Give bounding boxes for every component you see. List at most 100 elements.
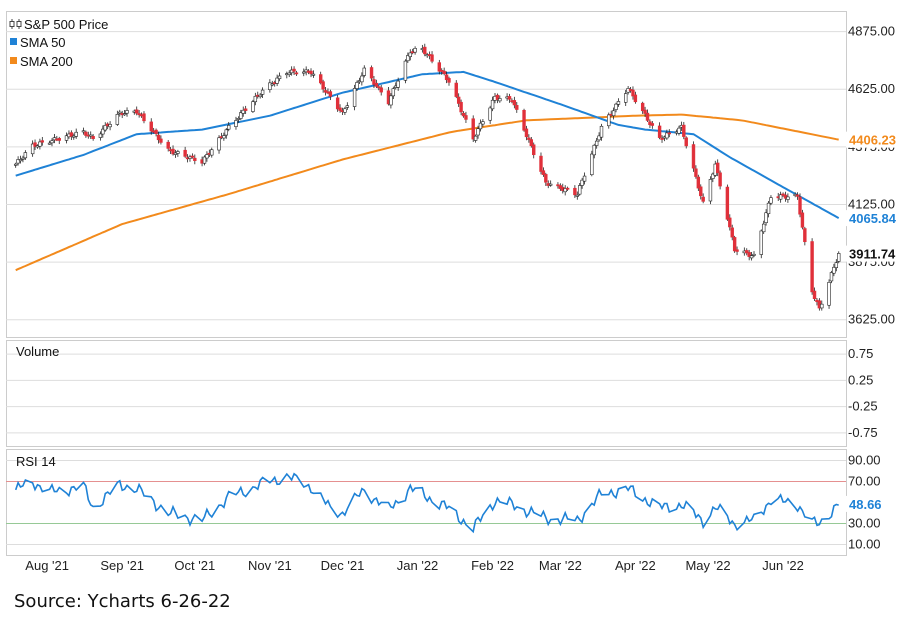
- price-candle: [343, 106, 347, 115]
- price-candle: [108, 121, 112, 131]
- price-candle: [575, 191, 579, 200]
- price-candle: [798, 193, 802, 218]
- price-candle: [764, 209, 768, 226]
- price-candle: [657, 122, 662, 140]
- price-y-tick-label: 4625.00: [848, 81, 895, 96]
- price-candle: [321, 79, 325, 93]
- price-candle: [236, 116, 241, 123]
- legend-price-label: S&P 500 Price: [24, 17, 108, 32]
- price-candle: [154, 128, 158, 137]
- price-candle: [590, 150, 594, 177]
- price-candle: [239, 109, 243, 121]
- price-candle: [389, 93, 393, 109]
- price-candle: [498, 95, 502, 103]
- x-tick-label: Nov '21: [248, 558, 292, 573]
- price-candle: [580, 177, 584, 189]
- price-candle: [258, 93, 262, 99]
- x-tick-label: Aug '21: [25, 558, 69, 573]
- x-tick-label: Mar '22: [539, 558, 582, 573]
- svg-text:4065.84: 4065.84: [849, 211, 897, 226]
- price-candle: [115, 110, 120, 126]
- price-candle: [156, 131, 161, 144]
- rsi-line: [14, 472, 839, 534]
- price-candle: [573, 185, 577, 198]
- price-candle: [89, 131, 93, 139]
- price-candle: [614, 102, 618, 113]
- price-candle: [691, 141, 696, 172]
- price-y-tick-label: 4125.00: [848, 196, 895, 211]
- legend-sma50-swatch: [10, 38, 17, 45]
- legend-sma200-label: SMA 200: [20, 54, 73, 69]
- price-candle: [251, 99, 255, 114]
- price-candle: [461, 111, 466, 118]
- volume-y-tick-label: -0.25: [848, 399, 878, 414]
- price-candle: [677, 125, 681, 136]
- price-candle: [270, 80, 274, 87]
- price-candle: [23, 150, 28, 160]
- price-candle: [360, 72, 364, 86]
- price-candle: [749, 252, 754, 261]
- price-candle: [527, 134, 531, 143]
- price-candle: [478, 119, 483, 132]
- price-candle: [476, 125, 480, 139]
- price-candle: [159, 135, 163, 145]
- price-candle: [171, 145, 175, 156]
- price-candle: [541, 167, 546, 177]
- price-candle: [21, 155, 25, 163]
- price-candle: [524, 125, 529, 141]
- price-candle: [645, 109, 650, 122]
- svg-text:3911.74: 3911.74: [849, 247, 896, 262]
- price-candle: [355, 80, 359, 91]
- price-candle: [616, 98, 621, 107]
- sma200-last-value-badge: 4406.23: [846, 131, 900, 148]
- volume-panel-title: Volume: [16, 344, 59, 359]
- price-candle: [166, 140, 170, 152]
- price-candle: [362, 65, 366, 78]
- price-candle: [372, 76, 376, 88]
- price-candle: [442, 67, 446, 76]
- price-candle: [345, 102, 350, 110]
- price-candle: [335, 94, 340, 112]
- price-legend: S&P 500 Price SMA 50 SMA 200: [9, 17, 108, 69]
- price-candle: [379, 84, 383, 96]
- price-candle: [682, 121, 686, 140]
- price-candle: [684, 136, 688, 149]
- price-candle: [309, 68, 313, 78]
- svg-text:48.66: 48.66: [849, 497, 882, 512]
- price-candle: [820, 300, 824, 311]
- price-candle: [781, 192, 785, 197]
- price-candle: [377, 84, 381, 91]
- price-candle: [16, 156, 20, 166]
- rsi-gridlines: [6, 460, 846, 545]
- price-candle: [745, 248, 749, 256]
- price-candle: [718, 170, 722, 190]
- rsi-last-value-badge: 48.66: [846, 495, 900, 512]
- price-candle: [227, 121, 231, 132]
- price-candle: [98, 131, 103, 141]
- price-candle: [665, 129, 669, 140]
- price-candles: [13, 43, 841, 311]
- price-candle: [810, 238, 814, 295]
- x-tick-label: May '22: [685, 558, 730, 573]
- price-candle: [795, 192, 800, 200]
- price-candle: [69, 130, 74, 141]
- price-candle: [50, 138, 54, 147]
- price-candle: [188, 154, 192, 162]
- price-candle: [837, 251, 841, 264]
- price-candle: [302, 68, 306, 77]
- price-candle: [759, 229, 763, 259]
- price-candle: [30, 140, 35, 157]
- sma50-series: [15, 70, 840, 219]
- source-caption: Source: Ycharts 6-26-22: [14, 591, 231, 612]
- price-candle: [471, 115, 475, 143]
- price-candle: [769, 195, 773, 206]
- price-candle: [594, 137, 599, 149]
- price-candle: [253, 92, 258, 106]
- rsi-panel-title: RSI 14: [16, 454, 56, 469]
- price-candle: [507, 93, 512, 103]
- price-candle: [565, 186, 570, 191]
- price-candle: [730, 224, 734, 241]
- price-candle: [696, 174, 701, 192]
- svg-text:4406.23: 4406.23: [849, 133, 896, 148]
